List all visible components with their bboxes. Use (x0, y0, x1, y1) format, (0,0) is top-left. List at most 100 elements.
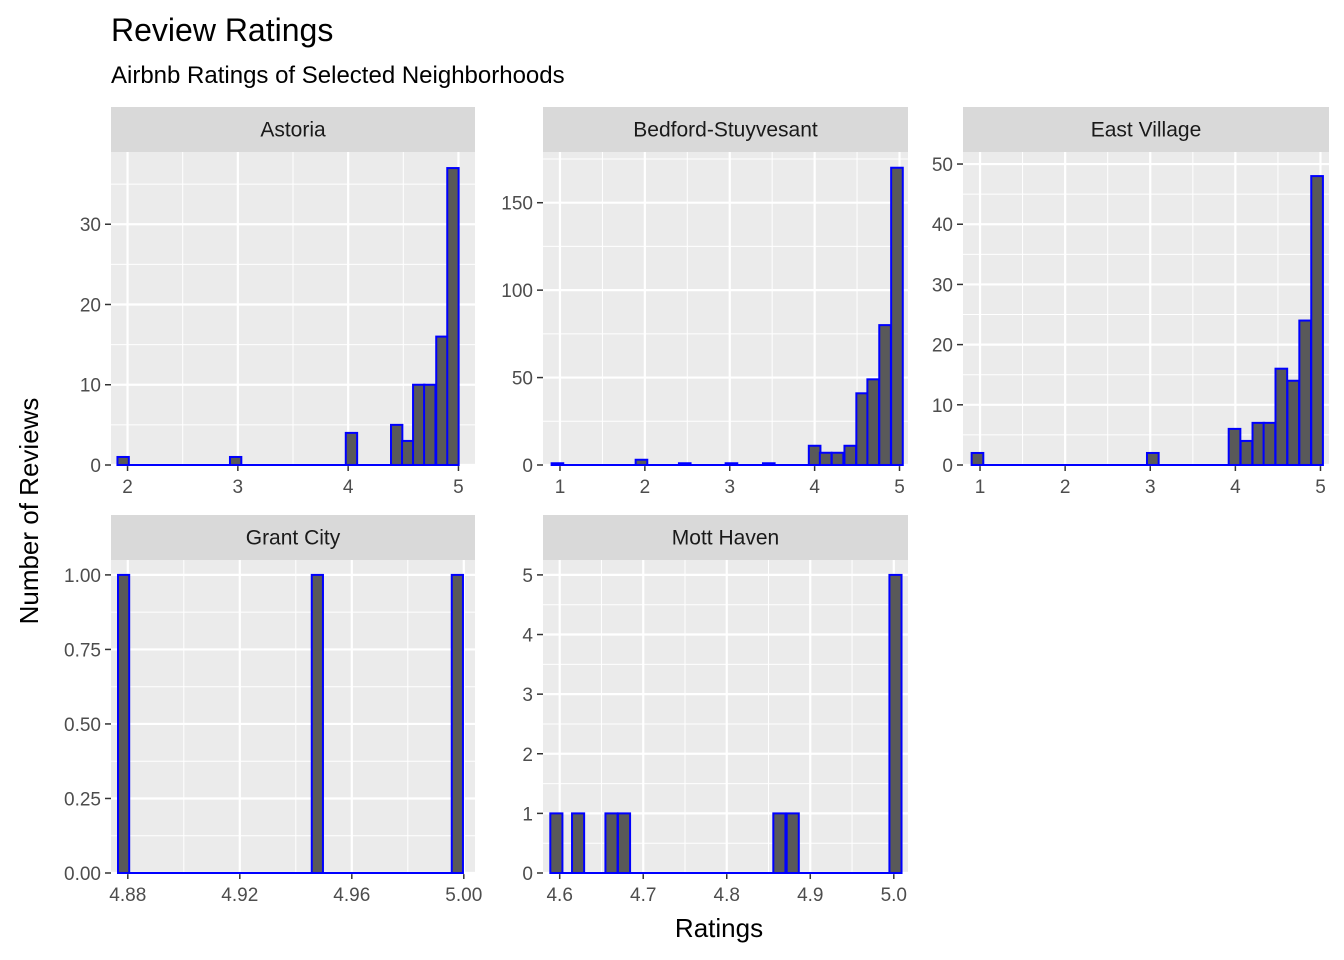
y-tick-label: 0.00 (64, 864, 101, 885)
histogram-bar (1145, 451, 1160, 467)
y-tick-label: 20 (932, 336, 953, 357)
x-tick-label: 4 (1230, 477, 1241, 498)
y-tick-label: 0.25 (64, 789, 101, 810)
facet-label: East Village (1091, 119, 1202, 142)
x-tick-label: 5.00 (445, 885, 482, 906)
histogram-bar (412, 383, 426, 466)
histogram-bar (604, 812, 619, 875)
histogram-bar (390, 423, 404, 466)
facet-astoria: Astoria 2 3 4 5 0 10 20 30 (80, 107, 475, 498)
histogram-bar (446, 167, 460, 467)
facet-label: Grant City (246, 527, 341, 550)
y-tick-label: 20 (80, 295, 101, 316)
histogram-bar (450, 573, 464, 875)
facet-strip (111, 515, 475, 560)
histogram-bar (890, 166, 904, 466)
x-tick-label: 5 (1315, 477, 1326, 498)
x-tick-label: 4 (343, 477, 354, 498)
y-tick-label: 50 (932, 155, 953, 176)
y-tick-label: 0.75 (64, 640, 101, 661)
x-axis-title: Ratings (675, 913, 763, 943)
histogram-bar (571, 812, 586, 875)
histogram-bar (724, 462, 739, 467)
y-tick-label: 3 (522, 685, 533, 706)
x-tick-label: 2 (122, 477, 133, 498)
plot-panel (543, 152, 908, 465)
x-tick-label: 3 (233, 477, 244, 498)
histogram-bar (117, 573, 131, 875)
histogram-bar (435, 335, 449, 467)
x-tick-label: 4.92 (221, 885, 258, 906)
histogram-bar (1262, 421, 1277, 467)
histogram-bar (1227, 427, 1242, 466)
x-tick-label: 4.8 (714, 885, 740, 906)
x-tick-label: 4.6 (546, 885, 572, 906)
y-tick-label: 5 (522, 566, 533, 587)
histogram-bar (888, 573, 903, 875)
x-tick-label: 3 (724, 477, 735, 498)
plot-panel (111, 560, 475, 873)
x-tick-label: 2 (1060, 477, 1071, 498)
histogram-bar (785, 812, 800, 875)
histogram-bar (866, 378, 881, 467)
x-tick-label: 5 (894, 477, 905, 498)
facet-strip (111, 107, 475, 152)
y-tick-label: 1 (522, 804, 533, 825)
x-tick-label: 2 (640, 477, 651, 498)
histogram-bar (855, 392, 869, 466)
x-tick-label: 5.0 (881, 885, 907, 906)
facet-label: Bedford-Stuyvesant (633, 119, 818, 142)
x-tick-label: 4.88 (109, 885, 146, 906)
y-tick-label: 30 (932, 275, 953, 296)
histogram-bar (818, 451, 833, 466)
histogram-bar (549, 812, 564, 875)
facet-strip (963, 107, 1329, 152)
y-tick-label: 30 (80, 215, 101, 236)
y-tick-label: 150 (501, 194, 533, 215)
x-tick-label: 5 (453, 477, 464, 498)
y-tick-label: 0 (942, 456, 953, 477)
plot-panel (543, 560, 908, 873)
facet-strip (543, 515, 908, 560)
y-axis-title: Number of Reviews (14, 398, 44, 625)
histogram-bar (1274, 367, 1289, 467)
histogram-bar (401, 439, 415, 466)
y-tick-label: 0 (90, 456, 101, 477)
facet-mott-haven: Mott Haven 4.6 4.7 4.8 4.9 5.0 0 1 2 3 4 5 (522, 515, 908, 906)
histogram-bar (423, 383, 437, 466)
histogram-bar (634, 458, 649, 466)
histogram-bar (1310, 175, 1324, 466)
facet-label: Mott Haven (672, 527, 779, 550)
chart-title: Review Ratings (111, 12, 333, 48)
histogram-bar (116, 455, 130, 467)
histogram-bar (772, 812, 787, 875)
y-tick-label: 0.50 (64, 715, 101, 736)
y-tick-label: 0 (522, 864, 533, 885)
y-tick-label: 4 (522, 626, 533, 647)
x-tick-label: 1 (975, 477, 986, 498)
y-tick-label: 10 (80, 376, 101, 397)
histogram-bar (830, 451, 845, 466)
y-tick-label: 0 (522, 456, 533, 477)
facet-label: Astoria (260, 119, 326, 142)
x-tick-label: 4 (809, 477, 820, 498)
facet-grant-city: Grant City 4.88 4.92 4.96 5.00 0.00 0.25 0.50 0.… (64, 515, 482, 906)
histogram-bar (761, 462, 776, 467)
facet-strip (543, 107, 908, 152)
histogram-bar (616, 812, 632, 875)
histogram-bar (310, 573, 324, 875)
y-tick-label: 40 (932, 215, 953, 236)
plot-panel (963, 152, 1329, 465)
histogram-bar (344, 431, 359, 466)
histogram-bar (970, 451, 985, 467)
x-tick-label: 3 (1145, 477, 1156, 498)
histogram-bar (1298, 319, 1312, 466)
x-tick-label: 1 (555, 477, 566, 498)
x-tick-label: 4.96 (333, 885, 370, 906)
y-tick-label: 50 (512, 369, 533, 390)
histogram-bar (843, 444, 858, 466)
